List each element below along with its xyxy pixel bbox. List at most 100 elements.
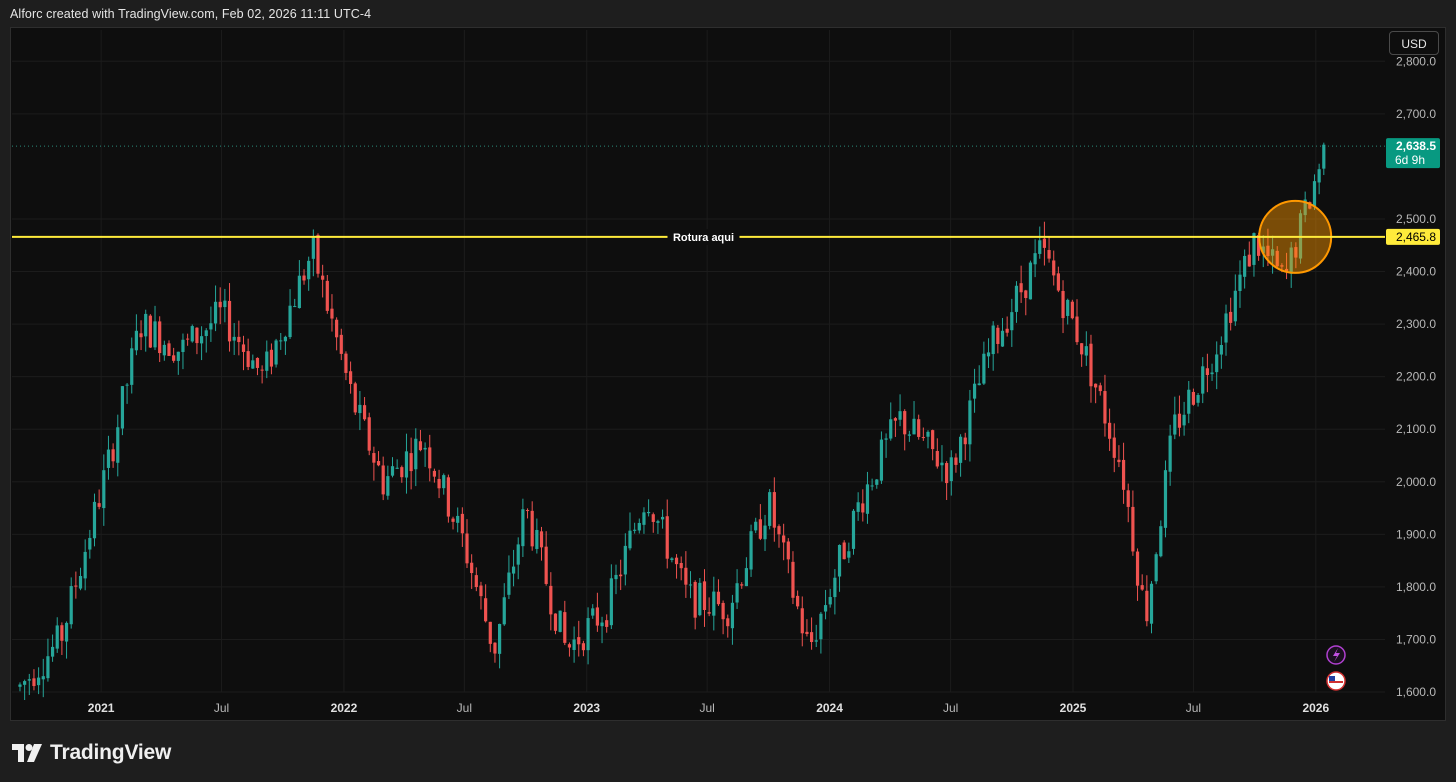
candle-body [176,351,180,361]
y-tick-label: 2,200.0 [1396,370,1436,384]
candle-body [213,301,218,324]
candle-body [763,525,767,540]
candle-body [92,501,97,539]
candle-body [120,386,125,429]
x-tick-label: Jul [457,701,472,715]
candle-body [1154,554,1158,582]
x-tick-label: Jul [1186,701,1201,715]
candle-body [912,418,916,435]
candle-body [693,581,697,618]
candle-body [335,319,339,338]
candle-body [1075,316,1079,343]
candle-body [1005,328,1009,333]
candle-body [325,280,329,311]
candle-body [437,478,441,489]
candle-body [97,503,101,507]
candle-body [190,326,194,342]
candle-body [153,321,157,348]
candle-body [1312,181,1317,207]
candle-body [353,383,357,413]
candle-body [55,625,59,649]
candle-body [837,544,842,577]
tradingview-logo[interactable]: TradingView [12,740,171,766]
candle-body [1038,240,1042,254]
candle-body [893,418,898,421]
y-tick-label: 2,500.0 [1396,212,1436,226]
x-tick-label: 2022 [331,701,358,715]
candle-body [446,477,450,517]
candle-body [856,502,860,512]
candle-body [204,330,208,337]
candle-body [1303,199,1307,216]
level-price-label: 2,465.8 [1396,230,1436,244]
candle-body [716,591,721,605]
candle-body [74,585,78,587]
candle-body [684,567,688,585]
x-tick-label: Jul [943,701,958,715]
y-tick-label: 1,800.0 [1396,580,1436,594]
candle-body [605,620,609,627]
candle-body [679,562,683,569]
candle-body [521,509,525,547]
candle-body [586,618,590,651]
candle-body [1019,283,1023,293]
y-tick-label: 2,100.0 [1396,422,1436,436]
candle-body [1294,247,1298,258]
candle-body [274,340,278,365]
candle-body [758,519,762,539]
candle-body [134,330,138,351]
candle-body [945,463,949,484]
candle-body [921,437,925,439]
candle-body [940,462,944,466]
chart-attribution: Alforc created with TradingView.com, Feb… [10,7,372,21]
candle-body [1238,274,1242,291]
candle-body [498,623,502,654]
candle-body [311,236,315,259]
candle-body [125,384,129,386]
candle-body [977,383,981,386]
currency-button[interactable]: USD [1389,31,1439,55]
candle-body [591,608,595,616]
candle-body [283,336,288,342]
candle-body [539,531,544,548]
x-tick-label: 2023 [573,701,600,715]
candle-body [712,591,716,616]
candle-body [232,336,236,341]
candle-body [386,476,390,496]
candle-body [158,321,162,354]
candle-body [488,621,492,644]
candle-body [60,625,64,641]
candle-body [516,544,520,565]
candle-body [237,336,241,343]
lightning-bolt-shape [1333,648,1340,662]
candle-body [279,340,283,342]
candle-body [269,349,274,367]
candle-body [735,583,739,603]
y-tick-label: 2,000.0 [1396,475,1436,489]
candle-body [18,684,22,687]
candle-body [726,618,730,627]
candle-body [935,451,939,467]
candle-body [307,260,311,280]
candle-body [1191,391,1196,405]
candle-body [474,575,478,588]
candle-body [633,529,637,531]
candle-body [1187,389,1191,414]
candle-body [400,467,404,478]
candle-body [525,510,530,512]
candle-body [651,514,655,522]
candle-body [833,577,837,598]
candle-body [730,602,735,629]
candle-body [507,572,511,595]
y-tick-label: 1,700.0 [1396,632,1436,646]
candle-body [479,585,483,597]
candle-body [1177,413,1182,428]
candle-body [1131,506,1135,552]
candle-body [1094,383,1098,388]
candle-body [1145,590,1149,622]
candle-body [1126,490,1130,507]
candle-body [1308,202,1312,209]
candle-body [46,656,50,679]
candle-body [842,542,846,560]
